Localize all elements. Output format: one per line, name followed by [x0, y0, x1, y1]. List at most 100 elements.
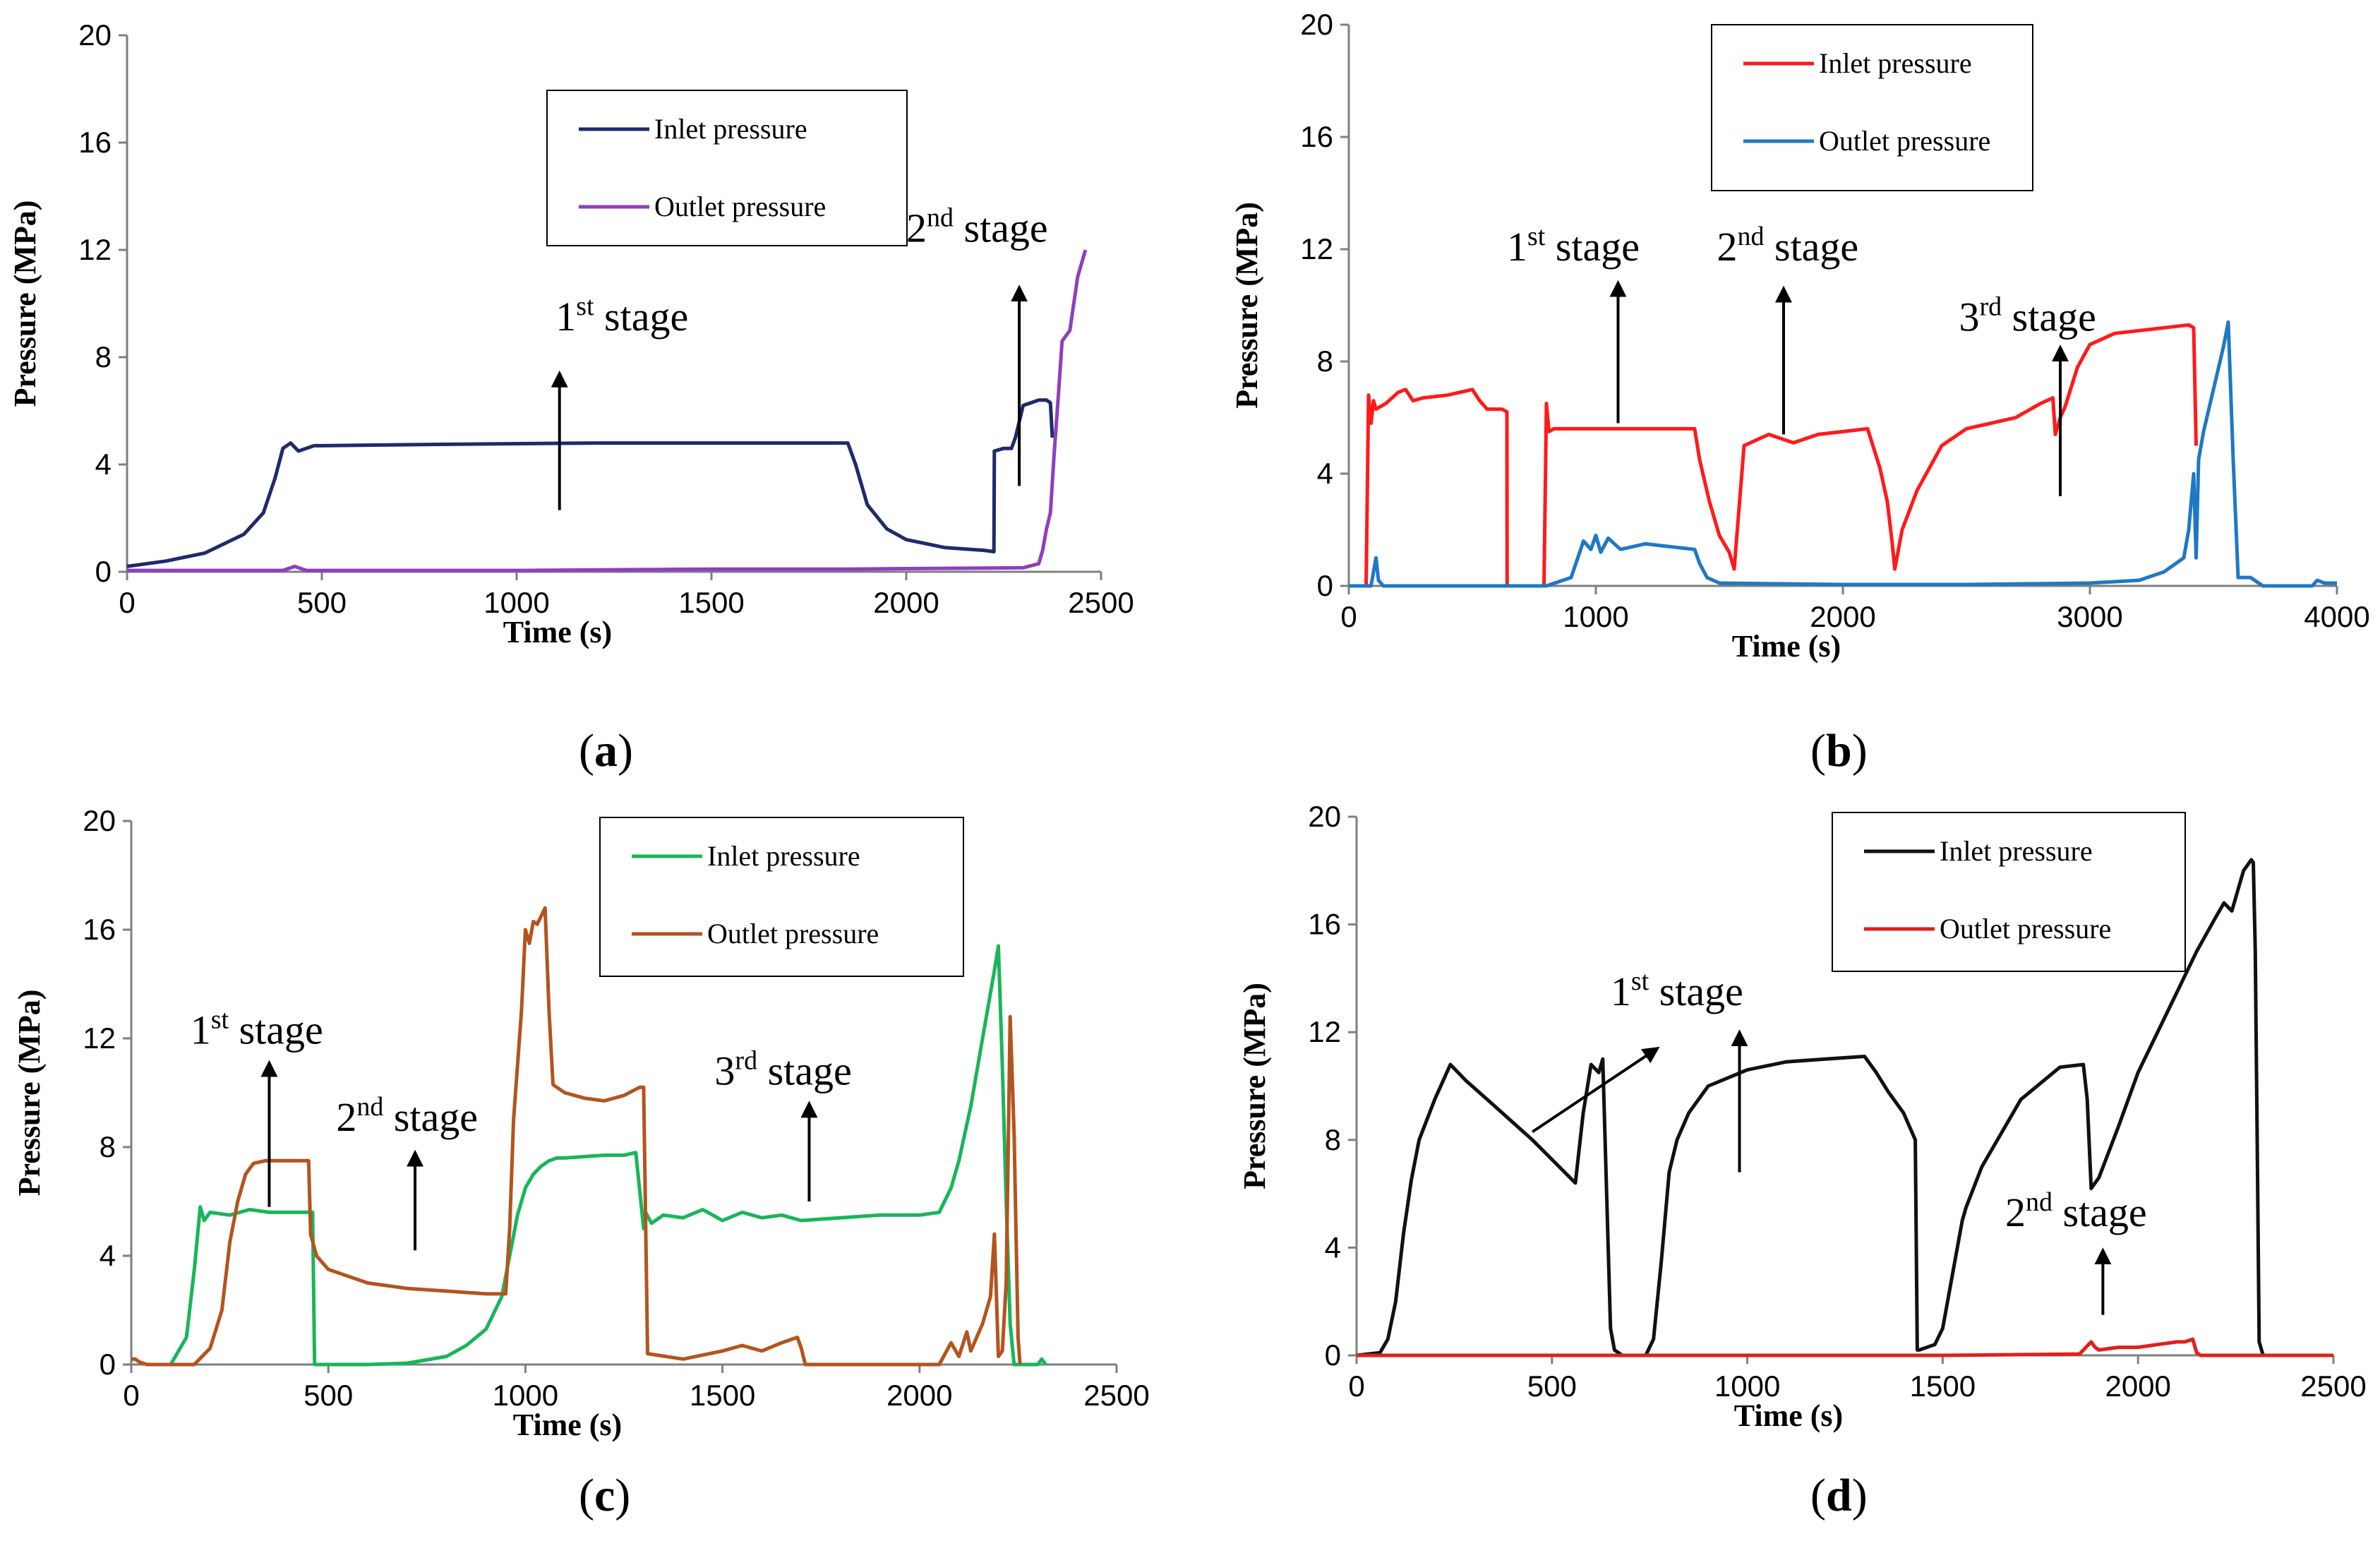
y-tick-label: 4: [95, 448, 112, 481]
y-axis-title: Pressure (MPa): [1237, 983, 1272, 1189]
panel-label-letter: a: [594, 725, 618, 776]
series-line-outlet: [1357, 1337, 2333, 1357]
y-tick-label: 16: [78, 126, 112, 159]
stage-word: stage: [1765, 224, 1859, 270]
x-tick-label: 2500: [1068, 586, 1134, 619]
legend-box: [599, 817, 964, 977]
x-tick-label: 1000: [1714, 1369, 1780, 1403]
series-line-outlet: [1349, 320, 2337, 588]
series-line-inlet: [169, 944, 1047, 1367]
series-line-inlet: [1356, 858, 2265, 1357]
x-tick-label: 0: [1340, 600, 1357, 633]
x-tick-label: 2000: [2105, 1369, 2170, 1403]
stage-arrow: [1532, 1046, 1660, 1134]
panel-label-letter: b: [1826, 725, 1852, 776]
y-tick-label: 4: [1317, 457, 1333, 490]
x-tick-label: 2000: [873, 586, 939, 619]
legend-box: [1832, 812, 2186, 972]
panel-label-open: (: [1810, 725, 1826, 776]
x-axis-title: Time (s): [1734, 1398, 1843, 1433]
y-axis-title: Pressure (MPa): [8, 200, 42, 407]
panel-label: (a): [579, 725, 633, 776]
stage-label: 2nd stage: [2005, 1187, 2147, 1235]
stage-annotation: 1st stage: [1532, 966, 1748, 1173]
x-tick-label: 0: [119, 586, 135, 619]
stage-number: 3: [714, 1048, 735, 1093]
y-tick-label: 0: [1325, 1338, 1341, 1372]
stage-number: 3: [1959, 294, 1980, 340]
y-tick-label: 8: [95, 340, 112, 373]
stage-annotation: 3rd stage: [1959, 292, 2096, 496]
series-line-inlet: [126, 398, 1054, 568]
x-tick-label: 2500: [1083, 1379, 1149, 1412]
stage-suffix: nd: [356, 1092, 383, 1122]
y-tick-label: 4: [1325, 1230, 1341, 1264]
x-tick-label: 2000: [1810, 600, 1875, 633]
stage-suffix: st: [1527, 222, 1546, 251]
stage-number: 1: [1611, 969, 1631, 1014]
stage-number: 2: [2005, 1189, 2026, 1235]
panel-label-open: (: [1810, 1470, 1826, 1521]
series-line-outlet: [131, 906, 1022, 1367]
x-tick-label: 3000: [2057, 600, 2122, 633]
series-line-outlet: [127, 249, 1088, 572]
stage-suffix: rd: [735, 1045, 757, 1075]
stage-word: stage: [757, 1048, 852, 1093]
y-axis-title: Pressure (MPa): [12, 990, 47, 1197]
stage-number: 1: [555, 294, 576, 340]
stage-number: 2: [1717, 224, 1738, 270]
legend-label: Outlet pressure: [707, 918, 879, 949]
legend-label: Outlet pressure: [654, 191, 826, 222]
panel-label: (c): [579, 1470, 630, 1521]
panel-label-letter: d: [1826, 1470, 1852, 1521]
panel-label-letter: c: [594, 1470, 615, 1521]
x-tick-label: 2500: [2300, 1369, 2366, 1403]
y-tick-label: 4: [100, 1239, 116, 1272]
legend-label: Inlet pressure: [1819, 47, 1972, 79]
legend-label: Inlet pressure: [654, 113, 807, 145]
stage-word: stage: [594, 294, 689, 340]
panel-label-open: (: [579, 1470, 594, 1521]
stage-suffix: st: [211, 1005, 229, 1035]
stage-annotation: 2nd stage: [1717, 222, 1859, 435]
y-tick-label: 8: [1317, 344, 1333, 378]
y-axis-title: Pressure (MPa): [1230, 202, 1264, 409]
x-tick-label: 500: [1527, 1369, 1577, 1403]
y-tick-label: 12: [1300, 232, 1333, 265]
legend: Inlet pressure Outlet pressure: [546, 90, 908, 246]
stage-annotation: 3rd stage: [714, 1045, 852, 1201]
x-axis-title: Time (s): [1732, 629, 1841, 664]
stage-number: 2: [336, 1094, 356, 1140]
x-tick-label: 1500: [690, 1379, 755, 1412]
legend-label: Inlet pressure: [1940, 835, 2093, 867]
legend: Inlet pressure Outlet pressure: [1832, 812, 2186, 972]
stage-word: stage: [2002, 294, 2096, 340]
y-tick-label: 20: [1308, 800, 1341, 833]
stage-word: stage: [229, 1007, 323, 1053]
panel-label-close: ): [1852, 1470, 1868, 1521]
x-tick-label: 1500: [1910, 1369, 1976, 1403]
y-tick-label: 12: [83, 1021, 116, 1055]
stage-number: 1: [1507, 224, 1527, 270]
x-tick-label: 1000: [1563, 600, 1628, 633]
stage-annotation: 1st stage: [191, 1005, 323, 1207]
y-tick-label: 16: [1300, 120, 1333, 153]
legend-label: Outlet pressure: [1819, 125, 1990, 157]
stage-label: 3rd stage: [714, 1045, 851, 1093]
stage-label: 2nd stage: [336, 1092, 478, 1140]
panel-label-close: ): [618, 725, 633, 776]
stage-word: stage: [1649, 969, 1743, 1014]
stage-number: 2: [906, 205, 927, 251]
y-tick-label: 20: [83, 804, 116, 837]
x-tick-label: 1500: [678, 586, 744, 619]
y-tick-label: 12: [1308, 1015, 1341, 1048]
stage-label: 1st stage: [555, 292, 688, 340]
x-tick-label: 0: [123, 1379, 139, 1412]
y-tick-label: 20: [1300, 8, 1333, 41]
stage-label: 1st stage: [1507, 222, 1640, 270]
y-tick-label: 8: [100, 1130, 116, 1163]
y-tick-label: 8: [1325, 1123, 1341, 1156]
